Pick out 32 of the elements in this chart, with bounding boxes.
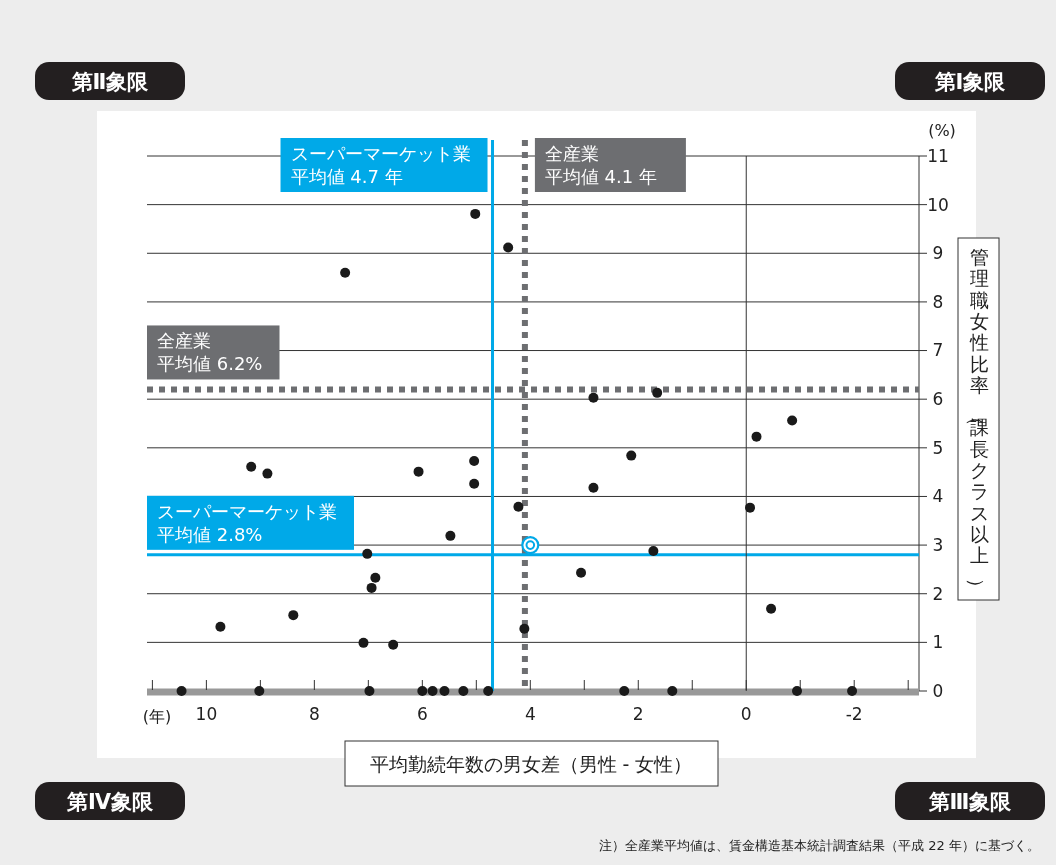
ref-line-label: 全産業平均値 4.1 年 [544,143,657,187]
text: 注）全産業平均値は、賃金構造基本統計調査結果（平成 22 年）に基づく。 [599,838,1040,853]
ref-line-label: スーパーマーケット業平均値 4.7 年 [290,143,471,187]
x-tick-label: 2 [632,704,644,724]
text: 第Ⅲ象限 [927,790,1013,814]
text: 第Ⅳ象限 [65,790,155,814]
text: (年) [142,707,172,726]
y-tick-label: 3 [932,535,944,556]
y-tick-label: 0 [932,680,944,701]
y-tick-label: 2 [932,583,944,604]
y-tick-label: 8 [932,291,944,312]
y-tick-label: 11 [927,145,949,166]
x-tick-label: 8 [308,704,320,724]
x-tick-label: -2 [845,704,863,724]
x-tick-label: 0 [740,704,752,724]
x-tick-label: 4 [524,704,536,724]
text: 管理職女性比率（課長クラス以上） [965,246,989,597]
text: (%) [928,121,956,140]
x-axis-title: 平均勤続年数の男女差（男性 - 女性） [369,753,693,775]
text: 第Ⅰ象限 [933,70,1007,94]
y-tick-label: 1 [932,632,944,653]
y-tick-label: 10 [927,194,949,215]
x-tick-label: 10 [195,704,218,724]
y-tick-label: 7 [932,340,944,361]
y-tick-label: 6 [932,389,944,410]
text: 第Ⅱ象限 [70,70,150,94]
y-tick-label: 4 [932,486,944,507]
x-tick-label: 6 [416,704,428,724]
y-tick-label: 9 [932,243,944,264]
ref-line-label: 全産業平均値 6.2% [157,330,263,375]
ref-line-label: スーパーマーケット業平均値 2.8% [157,500,337,545]
y-tick-label: 5 [932,437,944,458]
